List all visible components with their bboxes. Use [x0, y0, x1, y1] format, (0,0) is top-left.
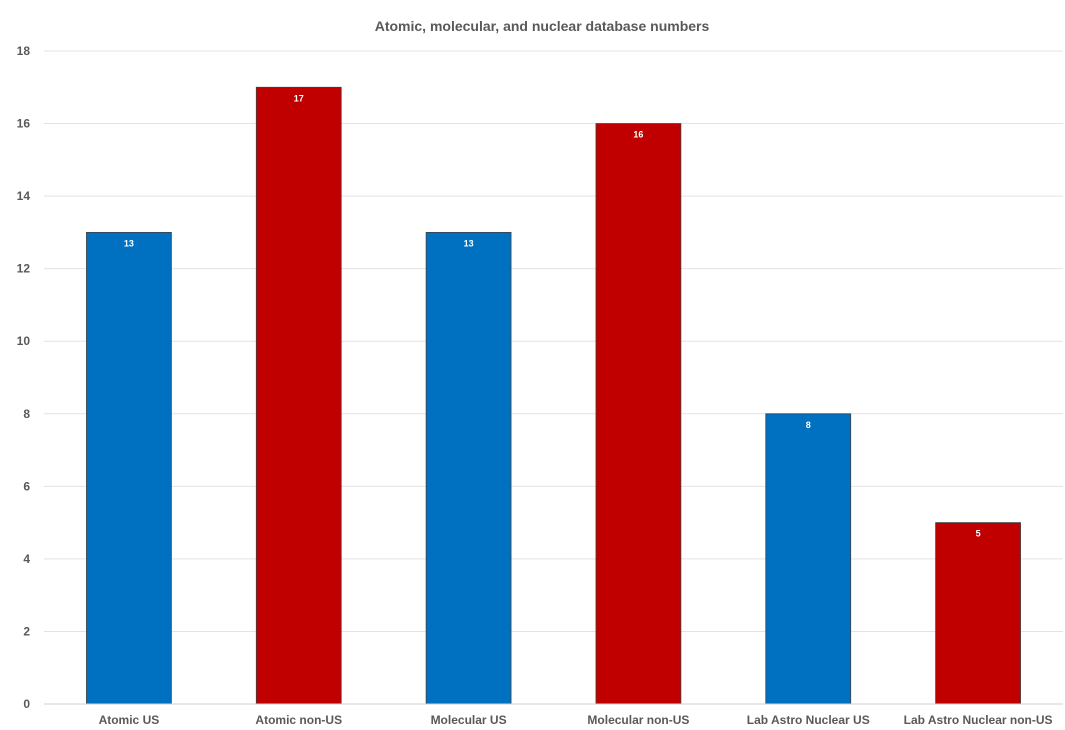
chart-title: Atomic, molecular, and nuclear database … — [375, 18, 710, 34]
y-tick-label: 16 — [17, 117, 31, 131]
y-tick-label: 18 — [17, 44, 31, 58]
bar-3 — [595, 123, 682, 705]
x-category-label: Lab Astro Nuclear US — [747, 713, 870, 727]
y-tick-label: 12 — [17, 262, 31, 276]
bar-0 — [86, 231, 172, 705]
y-tick-label: 14 — [17, 189, 31, 203]
bar-2 — [425, 231, 512, 705]
bar-4 — [765, 413, 852, 705]
data-label: 13 — [124, 238, 134, 248]
y-tick-label: 0 — [23, 697, 30, 711]
y-tick-label: 4 — [23, 552, 30, 566]
x-category-label: Molecular US — [431, 713, 507, 727]
y-tick-label: 2 — [23, 624, 30, 638]
data-label: 17 — [294, 93, 304, 103]
x-category-label: Atomic US — [99, 713, 160, 727]
data-label: 16 — [633, 130, 643, 140]
y-tick-label: 6 — [23, 479, 30, 493]
x-axis-categories: Atomic US Atomic non-US Molecular US Molecu… — [99, 713, 1053, 727]
bar-1 — [255, 86, 342, 705]
y-axis-ticks: 0 2 4 6 8 10 12 14 16 18 — [17, 44, 31, 711]
y-tick-label: 8 — [23, 407, 30, 421]
data-label: 8 — [806, 420, 811, 430]
x-category-label: Atomic non-US — [255, 713, 342, 727]
bars — [86, 86, 1021, 705]
data-labels: 13 17 13 16 8 5 — [124, 93, 981, 538]
gridlines — [44, 50, 1063, 632]
x-category-label: Lab Astro Nuclear non-US — [904, 713, 1053, 727]
y-tick-label: 10 — [17, 334, 31, 348]
bar-5 — [935, 522, 1021, 705]
data-label: 13 — [464, 238, 474, 248]
data-label: 5 — [976, 529, 981, 539]
x-category-label: Molecular non-US — [587, 713, 689, 727]
